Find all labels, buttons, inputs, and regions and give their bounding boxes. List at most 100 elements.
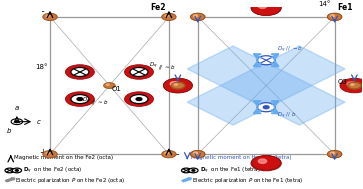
- Circle shape: [72, 95, 80, 99]
- Circle shape: [165, 152, 168, 154]
- Circle shape: [15, 121, 19, 123]
- Text: Magnetic moment on the Fe2 (octa): Magnetic moment on the Fe2 (octa): [14, 155, 113, 160]
- Circle shape: [165, 15, 168, 17]
- Circle shape: [174, 84, 178, 85]
- Circle shape: [12, 168, 21, 173]
- Circle shape: [251, 0, 281, 15]
- Circle shape: [131, 95, 139, 99]
- Circle shape: [72, 68, 80, 72]
- Text: Fe2: Fe2: [150, 3, 165, 12]
- Circle shape: [350, 84, 354, 85]
- Text: $\mathbf{D}_q$  on the Fe1 (tetra): $\mathbf{D}_q$ on the Fe1 (tetra): [200, 165, 261, 176]
- Circle shape: [257, 56, 275, 65]
- Circle shape: [258, 4, 266, 8]
- Circle shape: [347, 82, 362, 89]
- Circle shape: [125, 65, 154, 79]
- Circle shape: [262, 58, 266, 60]
- Circle shape: [71, 94, 89, 104]
- Text: Electric polarization $\mathit{P}$ on the Fe1 (tetra): Electric polarization $\mathit{P}$ on th…: [192, 176, 303, 185]
- Text: 18°: 18°: [35, 64, 47, 70]
- Circle shape: [189, 168, 198, 173]
- Circle shape: [327, 151, 342, 158]
- Circle shape: [252, 1, 281, 15]
- Text: 14°: 14°: [319, 2, 331, 8]
- Circle shape: [257, 103, 275, 112]
- Circle shape: [136, 98, 142, 101]
- Circle shape: [258, 159, 266, 163]
- Circle shape: [252, 156, 281, 170]
- FancyArrow shape: [5, 178, 15, 182]
- Text: $\bar{\ }$: $\bar{\ }$: [172, 6, 177, 15]
- Circle shape: [260, 57, 273, 64]
- Circle shape: [170, 82, 178, 86]
- Text: $+$: $+$: [39, 147, 47, 157]
- Circle shape: [327, 13, 342, 20]
- Circle shape: [260, 104, 273, 110]
- Circle shape: [191, 13, 205, 20]
- Text: $//\ \sim b$: $//\ \sim b$: [91, 98, 108, 106]
- Circle shape: [71, 67, 89, 77]
- Circle shape: [191, 151, 205, 158]
- Text: $-$: $-$: [172, 148, 180, 157]
- Circle shape: [351, 84, 354, 85]
- FancyArrow shape: [182, 178, 191, 182]
- Circle shape: [171, 82, 184, 89]
- Circle shape: [130, 94, 148, 104]
- Circle shape: [46, 15, 50, 17]
- Text: $D_{q}\ //\ -b$: $D_{q}\ //\ -b$: [277, 45, 303, 55]
- Circle shape: [171, 82, 178, 86]
- Text: $b$: $b$: [6, 126, 12, 135]
- Circle shape: [258, 159, 266, 163]
- Circle shape: [171, 82, 185, 89]
- Circle shape: [65, 92, 94, 106]
- Text: O1: O1: [111, 86, 121, 92]
- Circle shape: [251, 156, 281, 171]
- Circle shape: [43, 13, 57, 20]
- Circle shape: [125, 92, 154, 106]
- Circle shape: [347, 82, 355, 86]
- Text: $D_{q}$: $D_{q}$: [149, 61, 158, 71]
- Circle shape: [262, 105, 266, 107]
- Text: $D_{q}\ //\ b$: $D_{q}\ //\ b$: [277, 111, 296, 121]
- Circle shape: [106, 84, 109, 85]
- Text: Magnetic moment on the Fe1 (tetra): Magnetic moment on the Fe1 (tetra): [191, 155, 291, 160]
- Text: $\mathbf{D}_q$  on the Fe2 (octa): $\mathbf{D}_q$ on the Fe2 (octa): [23, 165, 82, 176]
- Circle shape: [162, 151, 176, 158]
- Circle shape: [327, 13, 342, 20]
- Circle shape: [163, 78, 192, 93]
- Text: $D_{q}$: $D_{q}$: [82, 96, 90, 106]
- Circle shape: [191, 13, 205, 20]
- Circle shape: [263, 106, 269, 109]
- Circle shape: [130, 67, 148, 77]
- Text: O3: O3: [338, 79, 347, 85]
- Circle shape: [11, 119, 23, 125]
- Circle shape: [331, 15, 334, 17]
- Circle shape: [164, 79, 192, 92]
- Circle shape: [331, 152, 334, 154]
- Circle shape: [194, 152, 197, 154]
- Polygon shape: [187, 46, 345, 125]
- Polygon shape: [187, 46, 345, 125]
- Circle shape: [348, 82, 361, 89]
- Text: $c$: $c$: [36, 118, 41, 126]
- Circle shape: [340, 78, 363, 93]
- Circle shape: [194, 15, 197, 17]
- Circle shape: [174, 84, 178, 85]
- Circle shape: [46, 152, 50, 154]
- Circle shape: [131, 68, 139, 72]
- Text: Electric polarization $\mathit{P}$ on the Fe2 (octa): Electric polarization $\mathit{P}$ on th…: [15, 176, 125, 185]
- Circle shape: [162, 13, 176, 20]
- Circle shape: [194, 15, 197, 17]
- Text: Fe1: Fe1: [338, 3, 353, 12]
- Circle shape: [5, 168, 15, 173]
- Circle shape: [65, 65, 94, 79]
- Circle shape: [192, 170, 195, 171]
- Circle shape: [327, 151, 342, 158]
- Circle shape: [331, 15, 334, 17]
- Circle shape: [163, 78, 192, 93]
- Circle shape: [331, 152, 334, 154]
- Circle shape: [194, 152, 197, 154]
- Circle shape: [15, 170, 19, 171]
- Text: $//\ \sim b$: $//\ \sim b$: [158, 63, 175, 71]
- Circle shape: [182, 168, 191, 173]
